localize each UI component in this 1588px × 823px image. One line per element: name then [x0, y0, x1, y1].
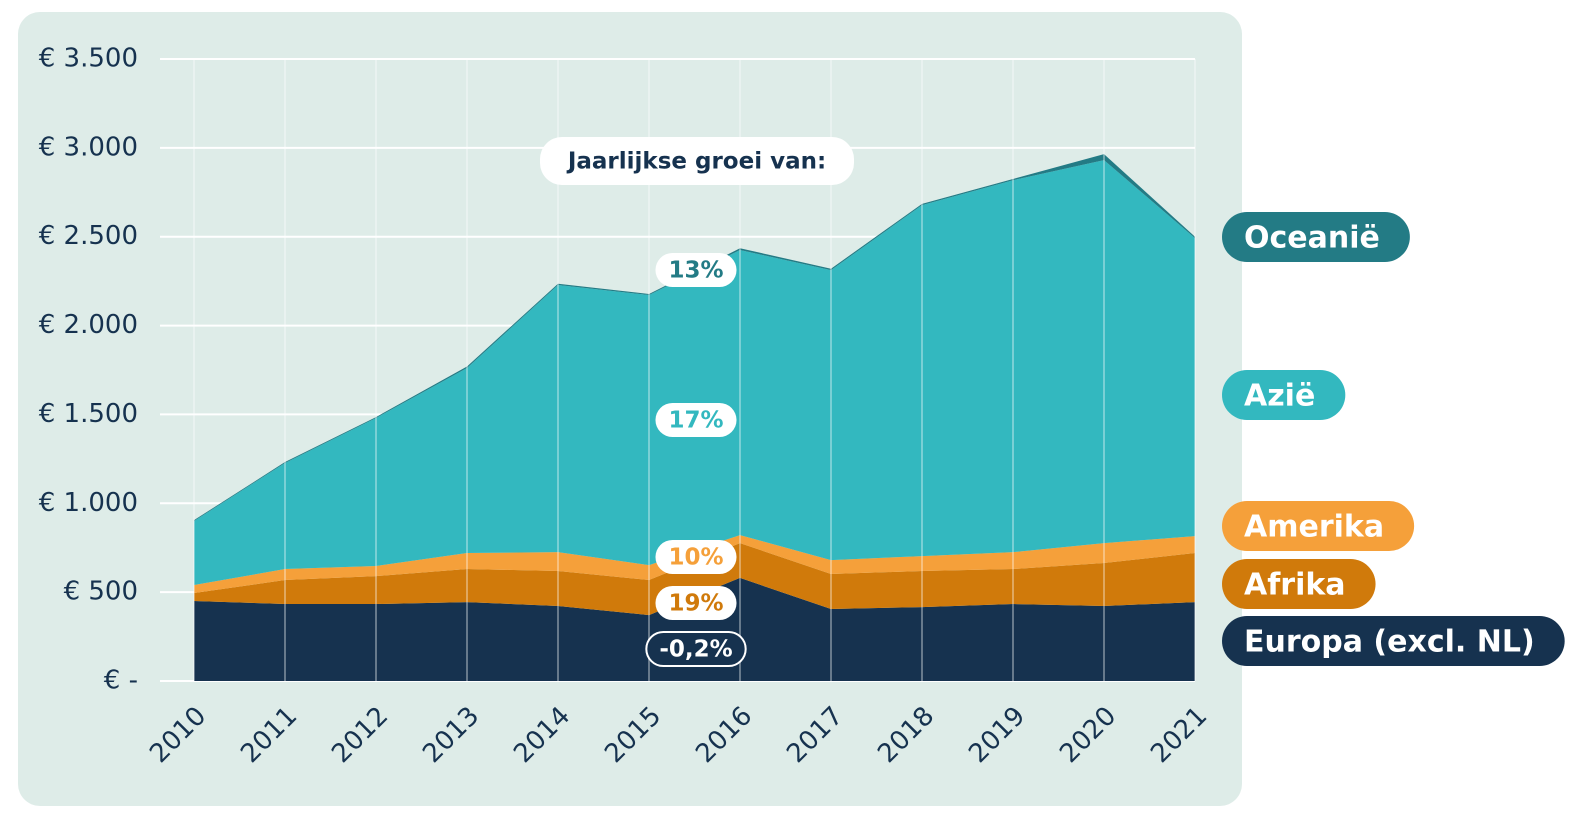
annotation-box: [540, 137, 854, 185]
y-tick-label: € 2.000: [39, 310, 138, 340]
growth-text: 19%: [668, 591, 723, 617]
area: [194, 535, 1195, 594]
y-tick-label: € -: [104, 666, 138, 696]
annotation: Jaarlijkse groei van:: [540, 137, 854, 185]
growth-label: -0,2%: [645, 631, 747, 667]
growth-label: 17%: [655, 403, 737, 437]
growth-pill: [655, 586, 737, 620]
area: [194, 543, 1195, 616]
y-tick-label: € 3.500: [39, 44, 138, 74]
growth-label: 13%: [655, 253, 737, 287]
growth-pill: [655, 253, 737, 287]
legend-text: Amerika: [1244, 510, 1384, 545]
growth-text: 17%: [668, 408, 723, 434]
legend-pill: [1222, 616, 1565, 666]
legend-item: Oceanië: [1222, 212, 1410, 262]
growth-text: 13%: [668, 258, 723, 284]
growth-pill: [645, 631, 747, 667]
area: [194, 160, 1195, 586]
growth-text: -0,2%: [659, 637, 732, 663]
legend-text: Europa (excl. NL): [1244, 625, 1535, 660]
y-tick-label: € 500: [64, 577, 138, 607]
growth-pill: [655, 403, 737, 437]
y-tick-label: € 2.500: [39, 221, 138, 251]
growth-text: 10%: [668, 545, 723, 571]
legend-pill: [1222, 212, 1410, 262]
legend-pill: [1222, 501, 1415, 551]
y-tick-label: € 1.500: [39, 399, 138, 429]
y-tick-label: € 1.000: [39, 488, 138, 518]
legend-text: Afrika: [1244, 568, 1346, 603]
legend-item: Afrika: [1222, 559, 1376, 609]
legend-pill: [1222, 559, 1376, 609]
growth-pill: [655, 540, 737, 574]
legend-item: Amerika: [1222, 501, 1415, 551]
legend-item: Europa (excl. NL): [1222, 616, 1565, 666]
y-tick-label: € 3.000: [39, 132, 138, 162]
legend-text: Azië: [1244, 379, 1315, 414]
legend-item: Azië: [1222, 370, 1346, 420]
growth-label: 10%: [655, 540, 737, 574]
legend-text: Oceanië: [1244, 221, 1380, 256]
legend-pill: [1222, 370, 1346, 420]
annotation-text: Jaarlijkse groei van:: [566, 149, 826, 175]
growth-label: 19%: [655, 586, 737, 620]
area: [194, 577, 1195, 681]
